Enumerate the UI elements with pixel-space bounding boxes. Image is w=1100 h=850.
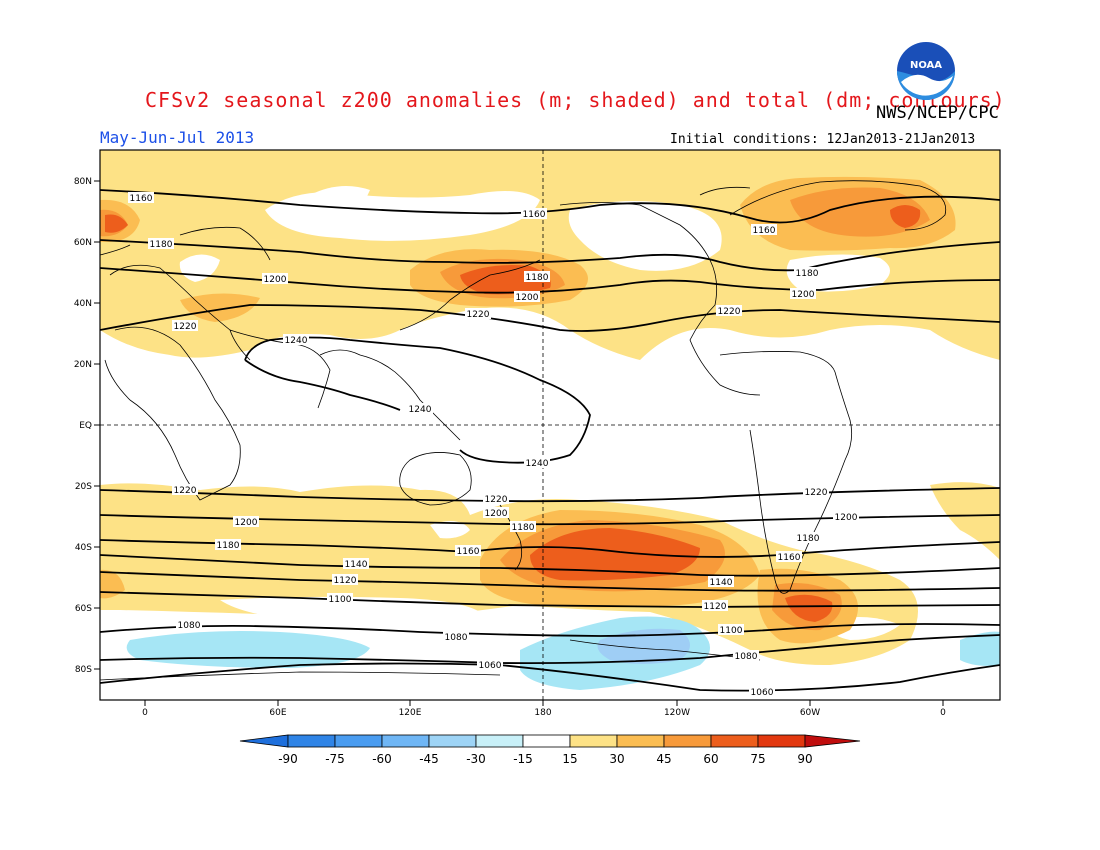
lon-label-0: 0 bbox=[142, 708, 148, 718]
lat-label-40n: 40N bbox=[74, 299, 92, 309]
contour-label: 1240 bbox=[285, 336, 308, 346]
noaa-logo-icon: NOAA bbox=[897, 42, 955, 100]
colorbar-swatch bbox=[428, 734, 477, 748]
contour-label: 1200 bbox=[516, 293, 539, 303]
lat-label-eq: EQ bbox=[79, 421, 92, 431]
contour-labels: 1160 1160 1160 1180 1180 1180 1200 1200 … bbox=[128, 192, 859, 698]
lat-label-40s: 40S bbox=[75, 543, 92, 553]
contour-label: 1180 bbox=[217, 541, 240, 551]
contour-label: 1220 bbox=[174, 322, 197, 332]
initial-conditions: Initial conditions: 12Jan2013-21Jan2013 bbox=[670, 132, 976, 147]
lat-label-60n: 60N bbox=[74, 238, 92, 248]
forecast-period: May-Jun-Jul 2013 bbox=[100, 128, 255, 147]
contour-label: 1080 bbox=[735, 652, 758, 662]
lon-label-120w: 120W bbox=[664, 708, 690, 718]
colorbar bbox=[239, 734, 861, 748]
contour-label: 1160 bbox=[523, 210, 546, 220]
colorbar-swatch bbox=[757, 734, 806, 748]
colorbar-swatch bbox=[522, 734, 571, 748]
lon-label-120e: 120E bbox=[399, 708, 422, 718]
colorbar-label: -30 bbox=[466, 752, 486, 766]
contour-label: 1120 bbox=[704, 602, 727, 612]
contour-label: 1220 bbox=[805, 488, 828, 498]
contour-label: 1200 bbox=[235, 518, 258, 528]
lon-label-0-east: 0 bbox=[940, 708, 946, 718]
contour-label: 1220 bbox=[467, 310, 490, 320]
lon-label-60w: 60W bbox=[800, 708, 820, 718]
colorbar-label: 15 bbox=[562, 752, 577, 766]
lat-label-20n: 20N bbox=[74, 360, 92, 370]
lat-label-60s: 60S bbox=[75, 604, 92, 614]
contour-label: 1240 bbox=[526, 459, 549, 469]
contour-label: 1100 bbox=[329, 595, 352, 605]
contour-label: 1100 bbox=[720, 626, 743, 636]
latitude-labels: 80N 60N 40N 20N EQ 20S 40S 60S 80S bbox=[74, 177, 92, 675]
contour-label: 1120 bbox=[334, 576, 357, 586]
colorbar-swatch bbox=[663, 734, 712, 748]
contour-label: 1160 bbox=[753, 226, 776, 236]
lat-label-80s: 80S bbox=[75, 665, 92, 675]
latitude-axis bbox=[94, 180, 100, 670]
colorbar-swatch bbox=[239, 734, 289, 748]
colorbar-label: -75 bbox=[325, 752, 345, 766]
agency-label: NWS/NCEP/CPC bbox=[876, 103, 999, 123]
contour-label: 1200 bbox=[264, 275, 287, 285]
longitude-labels: 0 60E 120E 180 120W 60W 0 bbox=[142, 708, 946, 718]
logo-text: NOAA bbox=[910, 60, 942, 71]
contour-label: 1180 bbox=[526, 273, 549, 283]
map-title: CFSv2 seasonal z200 anomalies (m; shaded… bbox=[145, 88, 1006, 112]
contour-label: 1180 bbox=[512, 523, 535, 533]
colorbar-swatch bbox=[287, 734, 336, 748]
lon-label-60e: 60E bbox=[269, 708, 286, 718]
lat-label-80n: 80N bbox=[74, 177, 92, 187]
colorbar-label: -15 bbox=[513, 752, 533, 766]
lon-label-180: 180 bbox=[534, 708, 551, 718]
colorbar-label: 90 bbox=[797, 752, 812, 766]
colorbar-label: -60 bbox=[372, 752, 392, 766]
colorbar-label: 45 bbox=[656, 752, 671, 766]
anomaly-shading-neutral bbox=[179, 186, 900, 640]
colorbar-swatch bbox=[616, 734, 665, 748]
colorbar-swatch bbox=[381, 734, 430, 748]
contour-label: 1160 bbox=[130, 194, 153, 204]
contour-label: 1220 bbox=[485, 495, 508, 505]
contour-label: 1140 bbox=[710, 578, 733, 588]
contour-label: 1080 bbox=[445, 633, 468, 643]
contour-label: 1060 bbox=[751, 688, 774, 698]
contour-label: 1200 bbox=[485, 509, 508, 519]
contour-label: 1180 bbox=[797, 534, 820, 544]
colorbar-swatch bbox=[334, 734, 383, 748]
contour-label: 1200 bbox=[835, 513, 858, 523]
colorbar-labels: -90 -75 -60 -45 -30 -15 15 30 45 60 75 9… bbox=[278, 752, 812, 766]
lat-label-20s: 20S bbox=[75, 482, 92, 492]
contour-label: 1240 bbox=[409, 405, 432, 415]
contour-label: 1160 bbox=[457, 547, 480, 557]
contour-label: 1060 bbox=[479, 661, 502, 671]
contour-label: 1160 bbox=[778, 553, 801, 563]
colorbar-label: -90 bbox=[278, 752, 298, 766]
longitude-axis bbox=[144, 700, 944, 706]
colorbar-swatch bbox=[804, 734, 861, 748]
contour-label: 1180 bbox=[150, 240, 173, 250]
colorbar-swatch bbox=[475, 734, 524, 748]
contour-label: 1220 bbox=[174, 486, 197, 496]
colorbar-swatch bbox=[569, 734, 618, 748]
contour-label: 1080 bbox=[178, 621, 201, 631]
colorbar-label: 60 bbox=[703, 752, 718, 766]
colorbar-label: 30 bbox=[609, 752, 624, 766]
colorbar-label: -45 bbox=[419, 752, 439, 766]
contour-label: 1140 bbox=[345, 560, 368, 570]
contour-label: 1220 bbox=[718, 307, 741, 317]
colorbar-label: 75 bbox=[750, 752, 765, 766]
contour-label: 1180 bbox=[796, 269, 819, 279]
colorbar-swatch bbox=[710, 734, 759, 748]
contour-label: 1200 bbox=[792, 290, 815, 300]
